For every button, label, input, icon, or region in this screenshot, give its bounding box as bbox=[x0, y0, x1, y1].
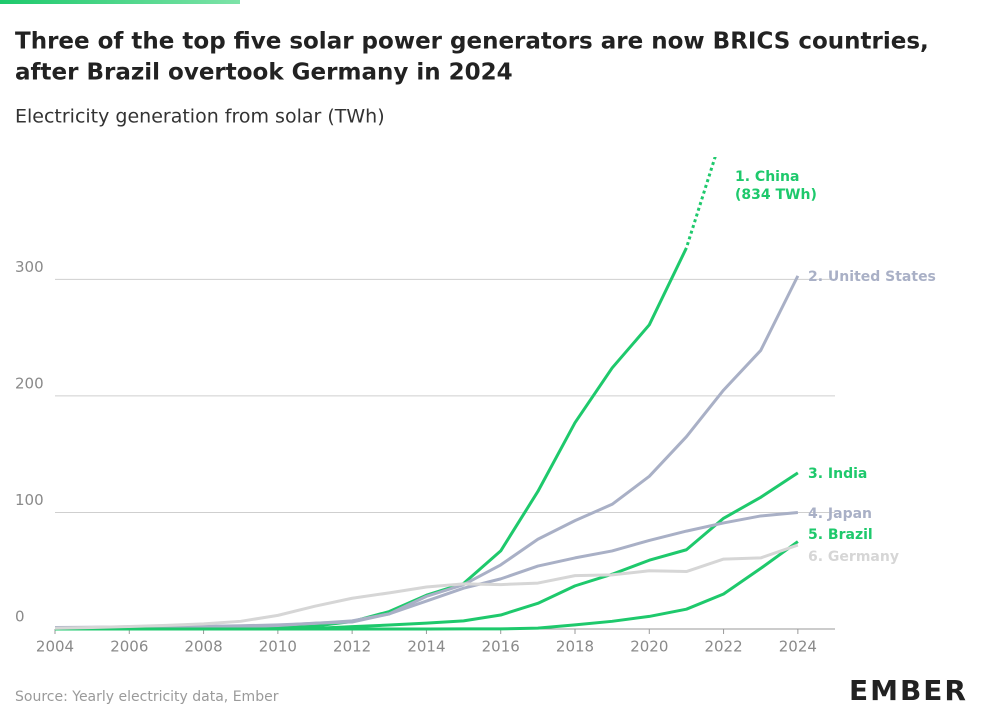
series-label: 6. Germany bbox=[808, 549, 899, 565]
series-line bbox=[55, 540, 799, 631]
logo: EMBER bbox=[849, 674, 968, 707]
series-label: 4. Japan bbox=[808, 506, 872, 522]
x-tick-label: 2008 bbox=[184, 638, 222, 656]
y-tick-label: 100 bbox=[15, 491, 44, 509]
chart-title: Three of the top five solar power genera… bbox=[15, 29, 929, 55]
series-label: 2. United States bbox=[808, 269, 936, 285]
x-tick-label: 2012 bbox=[333, 638, 371, 656]
chart-title: after Brazil overtook Germany in 2024 bbox=[15, 60, 513, 86]
x-tick-label: 2004 bbox=[36, 638, 74, 656]
x-tick-label: 2016 bbox=[482, 638, 520, 656]
y-tick-label: 300 bbox=[15, 258, 44, 276]
x-tick-label: 2006 bbox=[110, 638, 148, 656]
x-tick-label: 2020 bbox=[630, 638, 668, 656]
series-line bbox=[54, 510, 799, 629]
source: Source: Yearly electricity data, Ember bbox=[15, 689, 279, 705]
chart-subtitle: Electricity generation from solar (TWh) bbox=[15, 106, 385, 128]
series-line bbox=[55, 471, 799, 631]
series-label: 5. Brazil bbox=[808, 527, 873, 543]
top-accent bbox=[0, 0, 240, 4]
series-label: 3. India bbox=[808, 466, 867, 482]
x-tick-label: 2022 bbox=[704, 638, 742, 656]
series-line bbox=[55, 157, 717, 631]
series-line bbox=[55, 275, 800, 630]
series-label: 1. China bbox=[735, 169, 799, 185]
y-tick-label: 0 bbox=[15, 608, 25, 626]
x-tick-label: 2014 bbox=[407, 638, 445, 656]
series-label: (834 TWh) bbox=[735, 187, 817, 203]
series-line bbox=[54, 543, 799, 630]
y-tick-label: 200 bbox=[15, 374, 44, 392]
x-tick-label: 2010 bbox=[259, 638, 297, 656]
x-tick-label: 2024 bbox=[779, 638, 817, 656]
x-tick-label: 2018 bbox=[556, 638, 594, 656]
